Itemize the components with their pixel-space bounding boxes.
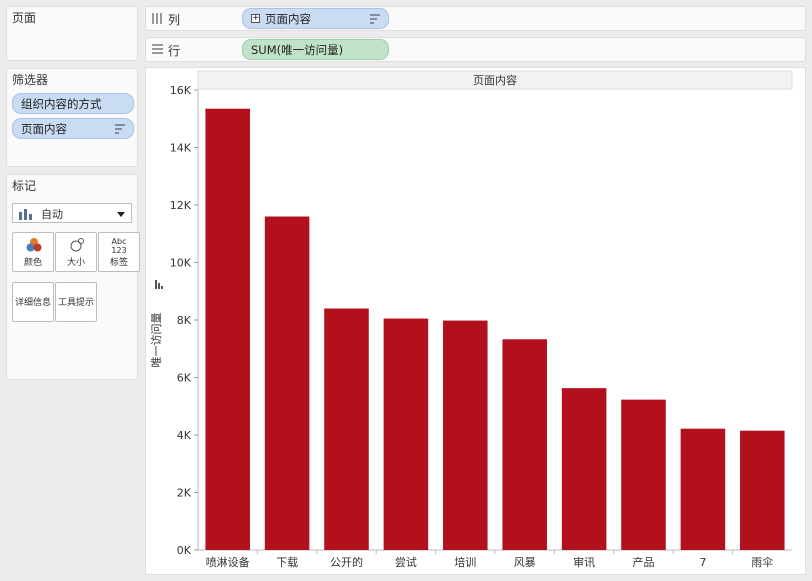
filter-pill-organize[interactable]: 组织内容的方式 [12, 93, 134, 114]
card-label: 详细信息 [14, 298, 51, 308]
bar[interactable] [502, 339, 547, 550]
y-axis-title: 唯一访问量 [150, 313, 163, 368]
rows-pill-label: SUM(唯一访问量) [251, 43, 344, 57]
bar[interactable] [264, 216, 310, 551]
filters-panel: 筛选器 组织内容的方式 页面内容 [6, 68, 138, 167]
x-tick-label: 雨伞 [751, 555, 773, 569]
x-tick-label: 下载 [276, 556, 298, 569]
filter-pill-label: 页面内容 [21, 122, 67, 136]
abc-123-icon: Abc 123 [111, 237, 127, 255]
y-sort-icon[interactable] [155, 280, 157, 289]
rows-shelf-label: 行 [168, 44, 181, 58]
y-tick-label: 8K [177, 314, 192, 327]
y-tick-label: 12K [170, 199, 192, 212]
pages-panel-title: 页面 [12, 11, 37, 25]
columns-icon [152, 13, 163, 24]
filter-pill-page-content[interactable]: 页面内容 [12, 118, 134, 139]
sort-icon [370, 14, 380, 24]
size-icon [70, 238, 84, 252]
columns-pill-label: 页面内容 [265, 12, 311, 26]
chart-area: 页面内容 0K 2K 4K 6K 8K 10K 12K 14K 16K 唯一访问量喷淋设备 下载 公开的… [145, 67, 806, 575]
expand-icon[interactable]: + [251, 13, 260, 23]
bar[interactable] [383, 318, 429, 550]
chart-title: 页面内容 [473, 73, 517, 87]
x-tick-label: 审讯 [573, 555, 595, 569]
columns-pill[interactable]: + 页面内容 [242, 8, 389, 29]
x-tick-label: 培训 [454, 555, 476, 569]
columns-shelf-label: 列 [168, 13, 181, 27]
filters-panel-title: 筛选器 [12, 73, 49, 87]
x-tick-label: 喷淋设备 [206, 555, 250, 569]
bar[interactable] [680, 428, 726, 550]
bar[interactable] [443, 320, 488, 550]
tooltip-card[interactable]: 工具提示 [55, 282, 97, 322]
y-tick-label: 2K [177, 487, 192, 500]
color-icon [26, 238, 42, 252]
x-tick-label: 产品 [633, 555, 655, 569]
y-tick-label: 4K [177, 429, 192, 442]
rows-pill[interactable]: SUM(唯一访问量) [242, 39, 389, 60]
mark-type-label: 自动 [41, 208, 63, 221]
marks-panel-title: 标记 [12, 179, 37, 193]
x-tick-label: 尝试 [395, 556, 417, 569]
bar-chart-icon [19, 209, 32, 220]
y-sort-icon[interactable] [161, 286, 163, 289]
card-label: 大小 [66, 258, 85, 268]
card-label: 颜色 [23, 258, 42, 268]
bar[interactable] [621, 399, 666, 550]
x-tick-label: 风暴 [514, 556, 536, 569]
detail-card[interactable]: 详细信息 [12, 282, 54, 322]
sort-icon [115, 124, 125, 134]
rows-shelf[interactable]: 行 SUM(唯一访问量) [145, 37, 806, 62]
card-label: 标签 [109, 258, 128, 268]
y-tick-label: 10K [170, 257, 192, 270]
label-card[interactable]: Abc 123 标签 [98, 232, 140, 272]
y-tick-label: 0K [177, 544, 192, 557]
x-tick-label: 7 [699, 556, 706, 569]
column-header-band [197, 70, 793, 90]
bar[interactable] [561, 388, 607, 550]
columns-shelf[interactable]: 列 + 页面内容 [145, 6, 806, 31]
rows-icon [152, 44, 163, 55]
bar[interactable] [740, 430, 785, 550]
y-tick-label: 14K [170, 142, 192, 155]
chevron-down-icon [117, 212, 125, 217]
x-tick-label: 公开的 [330, 555, 363, 569]
mark-type-dropdown[interactable]: 自动 [12, 203, 132, 223]
pages-panel: 页面 [6, 6, 138, 61]
size-card[interactable]: 大小 [55, 232, 97, 272]
y-tick-label: 6K [177, 372, 192, 385]
bar[interactable] [324, 308, 369, 551]
color-card[interactable]: 颜色 [12, 232, 54, 272]
y-tick-label: 16K [170, 84, 192, 97]
y-sort-icon[interactable] [158, 283, 160, 289]
filter-pill-label: 组织内容的方式 [21, 97, 102, 111]
card-label: 工具提示 [57, 298, 94, 308]
bar[interactable] [205, 108, 250, 550]
